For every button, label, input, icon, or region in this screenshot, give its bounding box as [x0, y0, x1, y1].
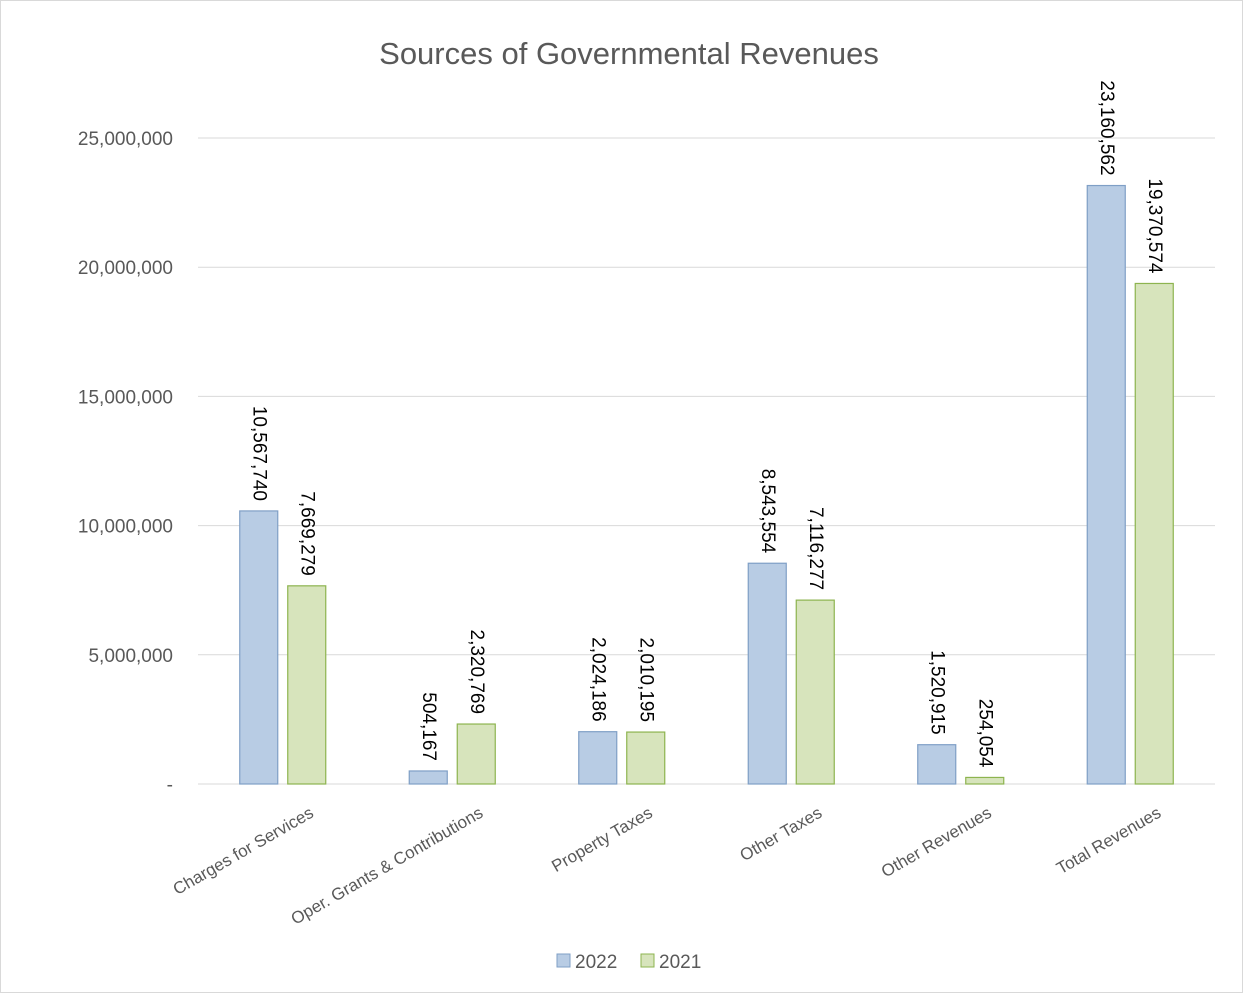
bar-2021-3: [795, 599, 835, 785]
data-label: 23,160,562: [1096, 80, 1117, 175]
bar-2022-0: [239, 510, 279, 785]
x-tick-label: Property Taxes: [548, 803, 655, 876]
chart-title: Sources of Governmental Revenues: [379, 36, 879, 71]
data-labels: 10,567,740 7,669,279 504,167 2,320,769 2,024…: [249, 80, 1166, 767]
bar-2022-4: [917, 744, 957, 785]
bar-2021-5: [1134, 282, 1174, 785]
bar-2021-0: [287, 585, 327, 785]
legend: 2022 2021: [556, 952, 701, 973]
y-tick-label: 10,000,000: [78, 517, 173, 538]
data-label: 8,543,554: [757, 469, 778, 554]
bar-2022-5: [1086, 184, 1126, 785]
data-label: 2,024,186: [588, 637, 609, 722]
bars: [239, 184, 1174, 785]
x-tick-label: Total Revenues: [1053, 803, 1164, 878]
bar-2022-3: [747, 562, 787, 785]
x-tick-label: Oper. Grants & Contributions: [288, 803, 487, 929]
data-label: 7,669,279: [297, 491, 318, 576]
y-tick-label: 5,000,000: [88, 646, 173, 667]
x-tick-label: Other Taxes: [737, 803, 826, 865]
legend-label-2022: 2022: [575, 952, 617, 973]
bar-2021-2: [626, 731, 666, 785]
data-label: 2,320,769: [466, 630, 487, 715]
data-label: 254,054: [975, 699, 996, 768]
data-label: 2,010,195: [636, 638, 657, 723]
y-tick-label: 20,000,000: [78, 258, 173, 279]
data-label: 1,520,915: [927, 650, 948, 735]
y-tick-label: -: [167, 775, 173, 796]
bar-2022-1: [408, 770, 448, 785]
bar-2021-1: [456, 723, 496, 785]
data-label: 19,370,574: [1144, 178, 1165, 274]
bar-2021-4: [965, 776, 1005, 785]
x-tick-label: Charges for Services: [170, 803, 317, 899]
legend-label-2021: 2021: [659, 952, 701, 973]
gridlines: [198, 137, 1215, 785]
y-axis: - 5,000,000 10,000,000 15,000,000 20,000,000…: [78, 129, 173, 796]
data-label: 10,567,740: [249, 406, 270, 501]
data-label: 7,116,277: [805, 507, 826, 590]
bar-2022-2: [578, 731, 618, 785]
data-label: 504,167: [418, 692, 439, 761]
x-tick-label: Other Revenues: [878, 803, 995, 881]
y-tick-label: 25,000,000: [78, 129, 173, 150]
legend-swatch-2022: [556, 953, 571, 968]
y-tick-label: 15,000,000: [78, 387, 173, 408]
legend-swatch-2021: [640, 953, 655, 968]
